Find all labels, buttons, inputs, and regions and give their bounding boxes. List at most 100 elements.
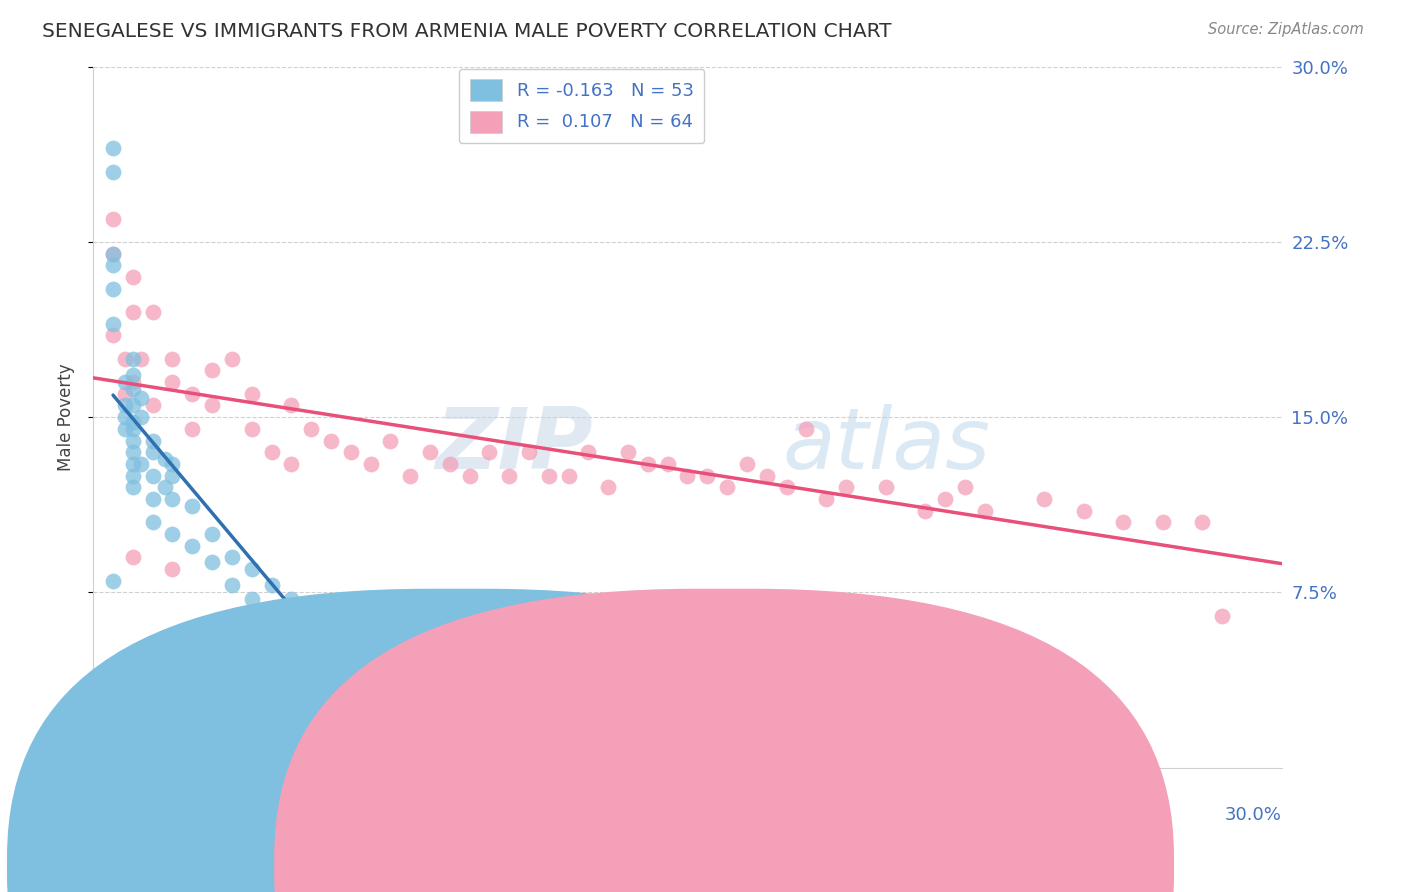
Point	[458, 468, 481, 483]
Point	[101, 246, 124, 260]
Point	[181, 539, 204, 553]
Point	[380, 672, 402, 686]
Point	[201, 363, 224, 377]
Point	[129, 392, 152, 406]
Point	[973, 503, 995, 517]
Point	[815, 491, 838, 506]
Point	[114, 410, 136, 425]
Text: 30.0%: 30.0%	[1225, 806, 1282, 824]
Point	[221, 351, 243, 366]
Point	[221, 550, 243, 565]
Point	[299, 422, 322, 436]
Point	[101, 246, 124, 260]
Point	[617, 445, 640, 459]
Point	[240, 422, 263, 436]
Point	[114, 422, 136, 436]
Point	[162, 375, 184, 389]
Point	[280, 592, 302, 607]
Point	[914, 503, 936, 517]
Text: SENEGALESE VS IMMIGRANTS FROM ARMENIA MALE POVERTY CORRELATION CHART: SENEGALESE VS IMMIGRANTS FROM ARMENIA MA…	[42, 22, 891, 41]
Point	[121, 445, 143, 459]
Point	[598, 480, 620, 494]
Point	[181, 386, 204, 401]
Point	[121, 305, 143, 319]
Point	[129, 410, 152, 425]
Point	[101, 165, 124, 179]
Point	[537, 468, 560, 483]
Point	[162, 562, 184, 576]
Point	[142, 445, 165, 459]
Point	[101, 574, 124, 588]
Text: 0.0%: 0.0%	[93, 806, 139, 824]
Point	[240, 562, 263, 576]
Point	[875, 480, 897, 494]
Y-axis label: Male Poverty: Male Poverty	[58, 363, 75, 471]
Point	[1191, 516, 1213, 530]
Text: Immigrants from Armenia: Immigrants from Armenia	[709, 847, 922, 865]
Point	[1073, 503, 1095, 517]
Point	[498, 468, 520, 483]
Point	[162, 491, 184, 506]
Point	[439, 457, 461, 471]
Point	[775, 480, 797, 494]
Point	[696, 468, 718, 483]
Point	[637, 457, 659, 471]
Point	[162, 527, 184, 541]
Point	[280, 399, 302, 413]
Point	[114, 375, 136, 389]
Point	[280, 457, 302, 471]
Point	[835, 480, 858, 494]
Point	[121, 375, 143, 389]
Point	[517, 445, 540, 459]
Point	[201, 399, 224, 413]
Point	[142, 399, 165, 413]
Point	[399, 468, 422, 483]
Point	[121, 480, 143, 494]
Point	[676, 468, 699, 483]
Point	[934, 491, 956, 506]
Point	[735, 457, 758, 471]
Point	[142, 491, 165, 506]
Point	[142, 305, 165, 319]
Point	[240, 592, 263, 607]
Point	[399, 686, 422, 700]
Point	[240, 386, 263, 401]
Point	[794, 422, 817, 436]
Point	[121, 368, 143, 382]
Point	[360, 457, 382, 471]
Point	[716, 480, 738, 494]
Point	[153, 480, 176, 494]
Point	[201, 555, 224, 569]
Point	[319, 434, 342, 448]
Point	[657, 457, 679, 471]
Point	[121, 351, 143, 366]
Point	[1211, 608, 1233, 623]
Point	[578, 445, 600, 459]
Point	[121, 399, 143, 413]
Point	[1112, 516, 1135, 530]
Legend: R = -0.163   N = 53, R =  0.107   N = 64: R = -0.163 N = 53, R = 0.107 N = 64	[458, 69, 704, 144]
Point	[101, 282, 124, 296]
Point	[1033, 491, 1056, 506]
Point	[162, 457, 184, 471]
Point	[114, 386, 136, 401]
Point	[339, 648, 361, 663]
Point	[121, 415, 143, 429]
Point	[129, 351, 152, 366]
Point	[121, 667, 143, 681]
Point	[339, 445, 361, 459]
Text: atlas: atlas	[783, 404, 991, 487]
Point	[953, 480, 976, 494]
Point	[221, 578, 243, 592]
Point	[101, 258, 124, 272]
Point	[162, 351, 184, 366]
Point	[478, 445, 501, 459]
Point	[1152, 516, 1174, 530]
Point	[121, 434, 143, 448]
Point	[114, 351, 136, 366]
Point	[101, 328, 124, 343]
Point	[181, 422, 204, 436]
Point	[153, 452, 176, 467]
Point	[142, 516, 165, 530]
Point	[121, 269, 143, 284]
